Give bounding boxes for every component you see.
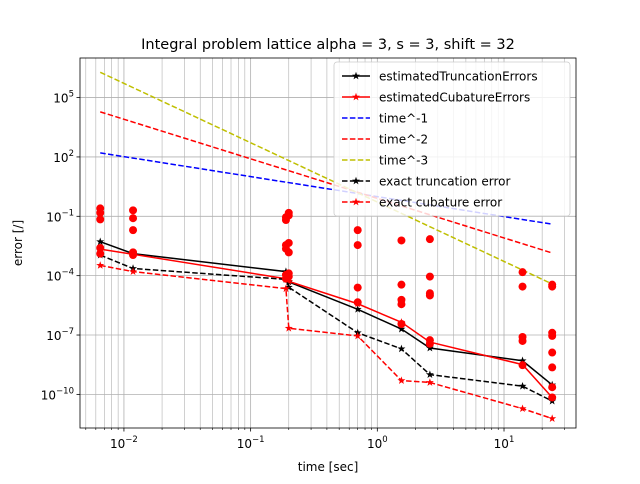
scatter-point xyxy=(353,298,362,307)
legend-label: time^-3 xyxy=(379,154,428,168)
scatter-point xyxy=(518,361,527,370)
scatter-point xyxy=(129,214,138,223)
x-tick-label: 100 xyxy=(367,435,388,451)
scatter-point xyxy=(96,208,105,217)
x-axis-label: time [sec] xyxy=(298,460,359,474)
scatter-point xyxy=(548,363,557,372)
x-tick-label: 101 xyxy=(494,435,515,451)
scatter-point xyxy=(397,300,406,309)
scatter-point xyxy=(96,215,105,224)
legend-label: estimatedTruncationErrors xyxy=(379,70,538,84)
legend-label: exact cubature error xyxy=(379,196,502,210)
star-marker xyxy=(518,356,527,365)
axis-ticks: 10−2 10−1 100 101 10−10 10−7 10−4 10−1 102 105 xyxy=(41,90,565,451)
scatter-point xyxy=(518,268,527,277)
y-axis-label: error [/] xyxy=(11,220,25,266)
plot-frame xyxy=(79,57,577,429)
scatter-point xyxy=(353,226,362,235)
star-marker xyxy=(397,376,406,384)
scatter-point xyxy=(548,282,557,291)
scatter-point xyxy=(425,291,434,300)
scatter-point xyxy=(548,348,557,357)
scatter-point xyxy=(284,238,293,247)
y-tick-label: 10−10 xyxy=(41,386,74,402)
legend-star-marker xyxy=(352,92,360,101)
x-tick-label: 10−2 xyxy=(110,435,138,451)
y-tick-label: 10−1 xyxy=(46,208,74,224)
y-tick-label: 105 xyxy=(53,90,74,106)
scatter-point xyxy=(284,211,293,220)
star-marker xyxy=(353,331,362,340)
scatter-point xyxy=(518,336,527,345)
scatter-point xyxy=(397,320,406,329)
star-marker xyxy=(284,324,293,332)
star-marker xyxy=(284,283,293,291)
scatter-point xyxy=(284,272,293,281)
y-tick-label: 10−4 xyxy=(46,268,74,284)
legend-box xyxy=(333,61,571,217)
star-marker xyxy=(281,284,290,293)
scatter-point xyxy=(129,251,138,260)
scatter-point xyxy=(548,331,557,340)
scatter-point xyxy=(129,226,138,235)
star-marker xyxy=(353,305,362,313)
star-marker xyxy=(518,404,527,413)
legend-label: estimatedCubatureErrors xyxy=(379,91,530,105)
series-line xyxy=(99,71,553,285)
scatter-point xyxy=(96,249,105,258)
star-marker xyxy=(397,324,406,333)
legend-star-marker xyxy=(352,197,360,206)
star-marker xyxy=(548,414,557,422)
scatter-point xyxy=(129,206,138,215)
star-marker xyxy=(96,237,105,246)
series-7 xyxy=(96,261,557,422)
x-tick-label: 10−1 xyxy=(237,435,265,451)
y-tick-label: 102 xyxy=(53,149,74,165)
scatter-point xyxy=(425,272,434,281)
scatter-point xyxy=(518,282,527,291)
legend-star-marker xyxy=(352,176,360,185)
star-marker xyxy=(96,261,105,269)
y-tick-label: 10−7 xyxy=(46,327,74,343)
chart-title: Integral problem lattice alpha = 3, s = … xyxy=(141,37,515,53)
scatter-point xyxy=(284,248,293,257)
scatter-point xyxy=(425,339,434,348)
legend-label: time^-2 xyxy=(379,133,428,147)
legend: estimatedTruncationErrors estimatedCubatu… xyxy=(333,61,571,217)
legend-star-marker xyxy=(352,71,360,80)
star-marker xyxy=(425,370,434,378)
legend-label: time^-1 xyxy=(379,112,428,126)
scatter-point xyxy=(397,280,406,289)
scatter-point xyxy=(548,393,557,402)
legend-label: exact truncation error xyxy=(379,175,510,189)
scatter-point xyxy=(96,243,105,252)
star-marker xyxy=(518,381,527,390)
star-marker xyxy=(129,267,138,276)
series-5 xyxy=(99,71,553,285)
scatter-points xyxy=(96,204,557,402)
scatter-point xyxy=(425,235,434,244)
star-marker xyxy=(397,344,406,353)
scatter-point xyxy=(353,241,362,250)
scatter-point xyxy=(397,236,406,245)
scatter-point xyxy=(353,283,362,292)
scatter-point xyxy=(548,383,557,392)
star-marker xyxy=(425,378,434,386)
